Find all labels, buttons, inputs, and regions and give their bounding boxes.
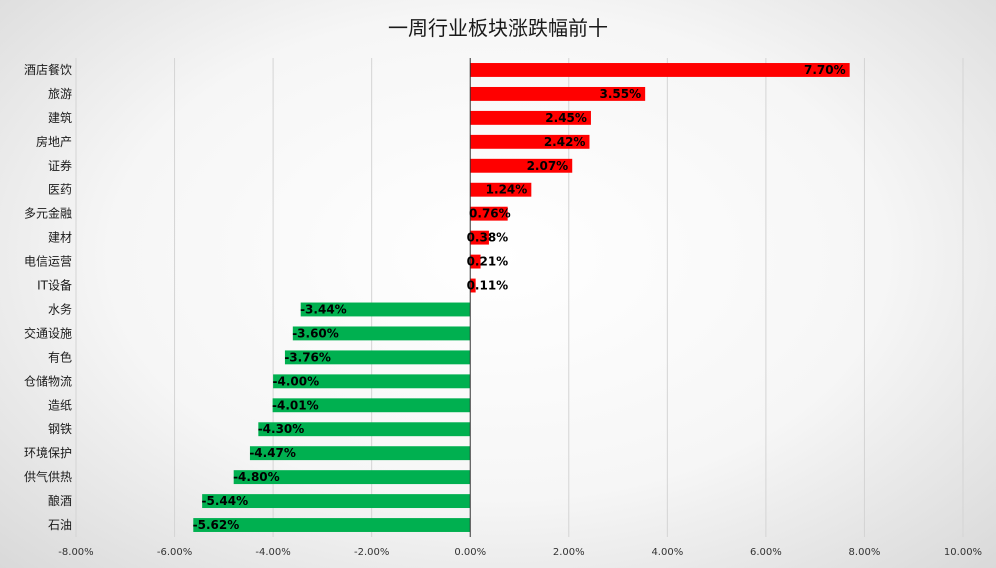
bar xyxy=(470,158,573,173)
category-label: 造纸 xyxy=(48,398,72,412)
x-tick-label: -4.00% xyxy=(255,547,290,558)
category-label: 旅游 xyxy=(48,87,72,101)
chart-title: 一周行业板块涨跌幅前十 xyxy=(388,16,608,40)
bar xyxy=(273,374,471,389)
category-label: 房地产 xyxy=(36,134,72,149)
category-label: 建筑 xyxy=(48,110,72,125)
data-label: 0.38% xyxy=(467,231,509,245)
data-label: -4.80% xyxy=(233,470,280,484)
bar xyxy=(233,470,471,485)
bar xyxy=(470,206,508,221)
category-label: 酒店餐饮 xyxy=(24,62,72,77)
data-label: -4.47% xyxy=(249,446,296,460)
bar xyxy=(249,446,471,461)
data-label: 3.55% xyxy=(600,87,642,101)
category-label: 有色 xyxy=(48,350,72,364)
x-tick-labels: -8.00% -6.00% -4.00% -2.00% 0.00% 2.00% 4.00% 6… xyxy=(58,547,982,558)
data-label: 7.70% xyxy=(804,63,846,77)
category-label: 供气供热 xyxy=(24,469,72,484)
bar xyxy=(470,110,591,125)
bar xyxy=(470,182,532,197)
data-label: 0.11% xyxy=(467,279,509,293)
category-label: 酿酒 xyxy=(48,493,72,508)
category-label: IT设备 xyxy=(37,279,72,293)
bar xyxy=(470,278,476,293)
data-label: 0.21% xyxy=(467,255,509,269)
x-tick-label: -6.00% xyxy=(157,547,192,558)
data-label: 2.45% xyxy=(545,111,587,125)
x-tick-label: 10.00% xyxy=(944,547,982,558)
bar xyxy=(470,86,646,101)
bar xyxy=(470,254,481,269)
data-label: 2.42% xyxy=(544,135,586,149)
x-tick-label: 8.00% xyxy=(849,547,881,558)
data-label: -4.00% xyxy=(272,374,319,388)
x-tick-label: 2.00% xyxy=(553,547,585,558)
x-tick-label: -2.00% xyxy=(354,547,389,558)
category-label: 交通设施 xyxy=(24,325,72,340)
data-label: -5.44% xyxy=(202,494,249,508)
bar xyxy=(284,350,471,365)
category-label: 钢铁 xyxy=(48,422,72,436)
category-label: 仓储物流 xyxy=(24,373,72,388)
bar xyxy=(193,518,471,532)
bar xyxy=(300,302,471,317)
category-label: 电信运营 xyxy=(24,255,72,269)
data-label: 1.24% xyxy=(486,183,528,197)
category-label: 环境保护 xyxy=(24,445,72,460)
bars xyxy=(193,63,850,532)
grid-lines xyxy=(75,58,964,537)
data-label: -3.60% xyxy=(292,326,339,340)
data-label: -3.44% xyxy=(300,302,347,316)
x-tick-label: 4.00% xyxy=(651,547,683,558)
data-label: 2.07% xyxy=(527,159,569,173)
bar xyxy=(470,134,590,149)
data-label: -5.62% xyxy=(193,518,240,532)
bar xyxy=(470,63,850,77)
data-label: -4.30% xyxy=(258,422,305,436)
bar xyxy=(292,326,471,341)
bar xyxy=(258,422,471,437)
x-tick-label: 6.00% xyxy=(750,547,782,558)
bar xyxy=(470,230,489,245)
x-tick-label: -8.00% xyxy=(58,547,93,558)
bar xyxy=(202,494,471,509)
data-labels: 7.70% 3.55% 2.45% 2.42% 2.07% 1.24% 0.76% 0.38%… xyxy=(193,63,846,532)
category-label: 证券 xyxy=(48,158,72,173)
data-label: -3.76% xyxy=(284,350,331,364)
category-label: 石油 xyxy=(48,518,72,532)
x-tick-label: 0.00% xyxy=(454,547,486,558)
category-label: 水务 xyxy=(48,301,72,316)
data-label: 0.76% xyxy=(469,207,511,221)
bar xyxy=(272,398,471,413)
data-label: -4.01% xyxy=(272,398,319,412)
category-label: 多元金融 xyxy=(24,206,72,221)
category-label: 医药 xyxy=(48,183,72,197)
category-label: 建材 xyxy=(48,231,72,245)
